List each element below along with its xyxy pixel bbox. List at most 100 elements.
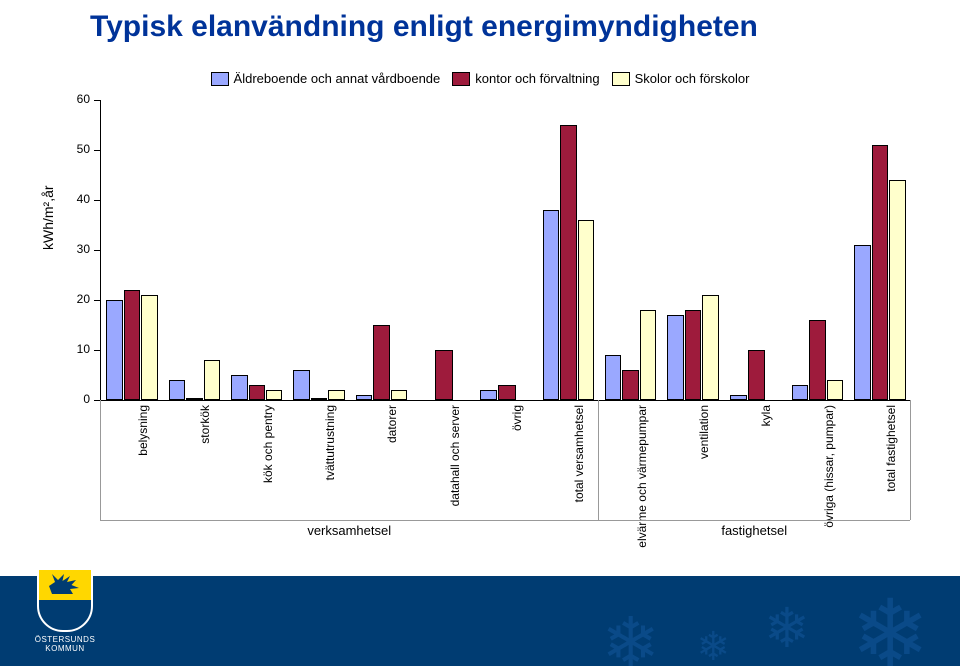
category-slot: [724, 100, 786, 400]
category-slot: [537, 100, 599, 400]
bar: [809, 320, 825, 400]
bar: [605, 355, 621, 400]
bars-wrap: [729, 100, 781, 400]
x-axis-label: övriga (hissar, pumpar): [822, 405, 836, 528]
bar: [124, 290, 140, 400]
x-axis-label: tvättutrustning: [323, 405, 337, 480]
legend-item: kontor och förvaltning: [452, 71, 599, 87]
bar: [872, 145, 888, 400]
x-axis-label: storkök: [198, 405, 212, 444]
legend-swatch: [612, 72, 630, 86]
shield-icon: [37, 568, 93, 632]
bar: [889, 180, 905, 400]
y-tick: [94, 100, 100, 101]
slide: Typisk elanvändning enligt energimyndigh…: [0, 0, 960, 666]
y-tick-label: 20: [50, 292, 90, 306]
group-label: fastighetsel: [598, 523, 910, 538]
legend-label: kontor och förvaltning: [475, 71, 599, 86]
category-slot: [288, 100, 350, 400]
bar: [373, 325, 389, 400]
category-slot: [226, 100, 288, 400]
bar-chart: Äldreboende och annat vårdboende kontor o…: [40, 70, 920, 550]
bars-wrap: [791, 100, 843, 400]
snowflake-icon: ❄: [850, 580, 930, 666]
bars-wrap: [667, 100, 719, 400]
chart-legend: Äldreboende och annat vårdboende kontor o…: [40, 70, 920, 94]
y-tick: [94, 350, 100, 351]
crest-text: ÖSTERSUNDS KOMMUN: [30, 635, 100, 653]
bar: [480, 390, 497, 400]
bar: [667, 315, 683, 400]
bar: [169, 380, 185, 400]
group-baseline: [598, 520, 910, 521]
snowflake-icon: ❄: [601, 602, 660, 666]
bar: [204, 360, 220, 400]
bar: [328, 390, 344, 400]
group-divider: [100, 400, 101, 520]
bar: [231, 375, 247, 400]
bar: [640, 310, 656, 400]
bar: [827, 380, 843, 400]
x-axis-label: total fastighetsel: [884, 405, 898, 492]
bar: [356, 395, 372, 400]
footer-band: ❄ ❄ ❄ ❄ ÖSTERSUNDS KOMMUN: [0, 576, 960, 666]
y-tick-label: 0: [50, 392, 90, 406]
bar: [685, 310, 701, 400]
x-axis-label: datorer: [385, 405, 399, 443]
y-tick-label: 50: [50, 142, 90, 156]
legend-swatch: [452, 72, 470, 86]
bar: [106, 300, 122, 400]
municipality-crest: ÖSTERSUNDS KOMMUN: [30, 568, 100, 658]
bar: [854, 245, 870, 400]
category-slot: [786, 100, 848, 400]
legend-label: Äldreboende och annat vårdboende: [234, 71, 441, 86]
y-tick: [94, 150, 100, 151]
category-slot: [475, 100, 537, 400]
group-label: verksamhetsel: [100, 523, 598, 538]
bar: [391, 390, 407, 400]
bar: [266, 390, 282, 400]
legend-label: Skolor och förskolor: [635, 71, 750, 86]
y-tick: [94, 300, 100, 301]
legend-swatch: [211, 72, 229, 86]
bar: [702, 295, 718, 400]
category-slot: [413, 100, 475, 400]
y-tick: [94, 400, 100, 401]
bars-wrap: [106, 100, 158, 400]
plot-area: [100, 100, 911, 401]
bars-wrap: [604, 100, 656, 400]
slide-title: Typisk elanvändning enligt energimyndigh…: [90, 10, 758, 44]
x-axis-label: belysning: [136, 405, 150, 456]
bars-wrap: [168, 100, 220, 400]
bar: [730, 395, 747, 400]
x-axis-label: datahall och server: [448, 405, 462, 506]
y-tick: [94, 250, 100, 251]
group-divider: [910, 400, 911, 520]
bars-wrap: [231, 100, 283, 400]
bars-wrap: [854, 100, 906, 400]
legend-item: Skolor och förskolor: [612, 71, 750, 87]
x-axis-label: total versamhetsel: [572, 405, 586, 502]
category-slot: [350, 100, 412, 400]
bar: [141, 295, 157, 400]
bar: [186, 398, 202, 401]
bar: [622, 370, 638, 400]
bars-wrap: [542, 100, 594, 400]
y-tick-label: 60: [50, 92, 90, 106]
bar: [249, 385, 265, 400]
bar: [560, 125, 576, 400]
bar: [311, 398, 327, 401]
category-slot: [849, 100, 911, 400]
snowflake-icon: ❄: [764, 596, 810, 660]
y-tick-label: 10: [50, 342, 90, 356]
bar: [748, 350, 765, 400]
category-slot: [600, 100, 662, 400]
category-slot: [163, 100, 225, 400]
x-axis-label: kök och pentry: [261, 405, 275, 483]
bars-wrap: [293, 100, 345, 400]
bar: [543, 210, 559, 400]
bar: [578, 220, 594, 400]
category-slot: [662, 100, 724, 400]
moose-icon: [49, 574, 79, 594]
bar: [293, 370, 309, 400]
